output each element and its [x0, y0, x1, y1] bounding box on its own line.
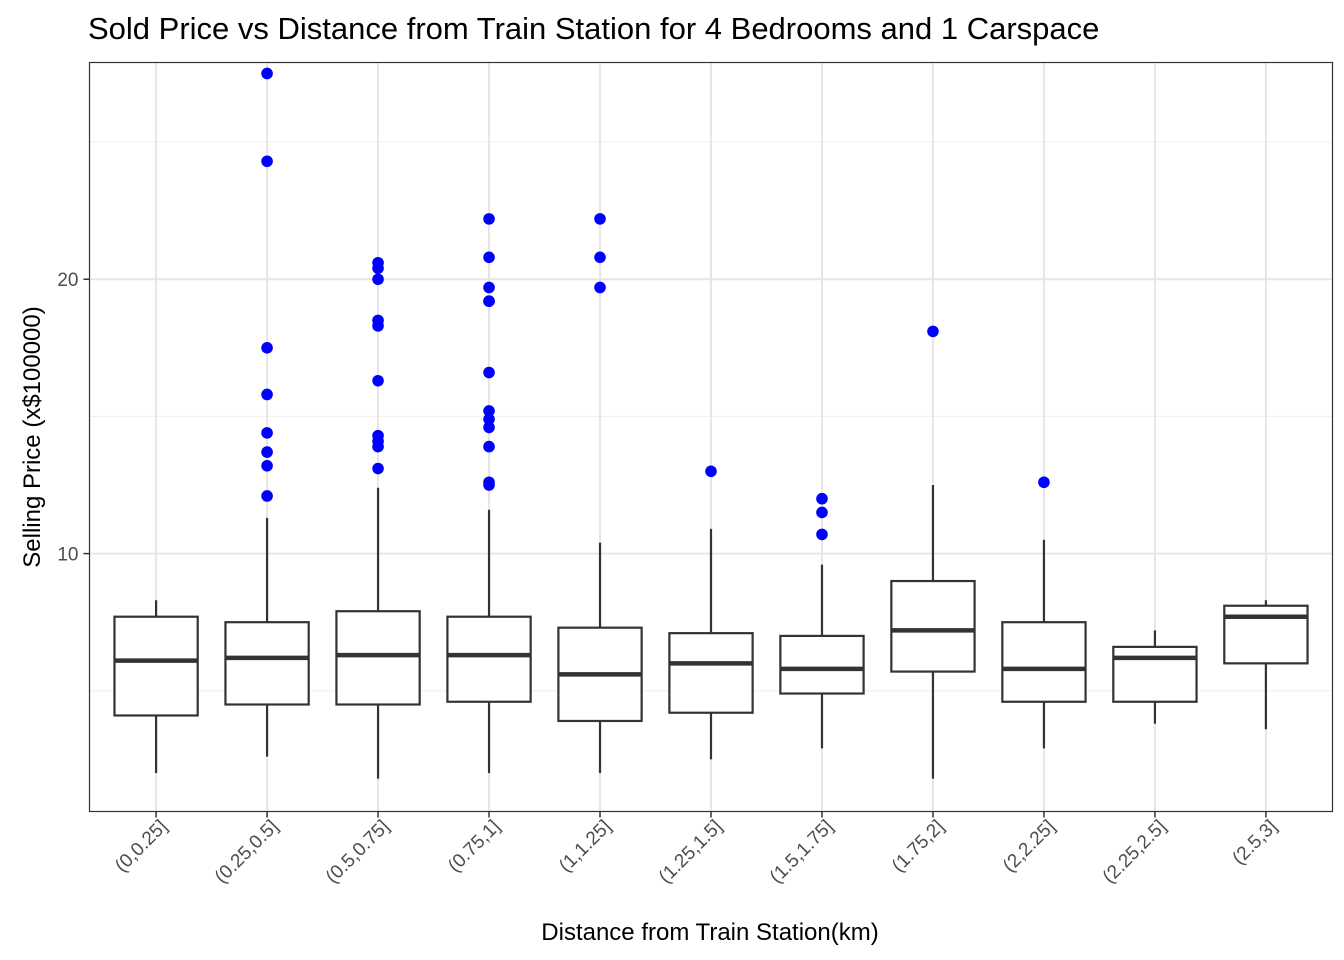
outlier-point [261, 490, 273, 502]
outlier-point [594, 281, 606, 294]
boxplot-6 [779, 492, 865, 749]
x-axis: (0,0.25] (0.25,0.5] (0.5,0.75] (0.75,1] (1,1… [111, 811, 1282, 888]
x-tick-label: (2.25,2.5] [1099, 816, 1171, 888]
x-tick-label: (1,1.25] [555, 816, 615, 876]
outlier-point [483, 366, 495, 379]
outlier-point [372, 273, 384, 286]
x-axis-title: Distance from Train Station(km) [541, 919, 878, 946]
boxplot-8 [1001, 476, 1087, 749]
outlier-point [705, 465, 717, 478]
outlier-point [372, 374, 384, 387]
outlier-point [594, 251, 606, 264]
x-tick-label: (0.25,0.5] [211, 816, 283, 888]
boxplot-2 [335, 256, 421, 779]
outlier-point [261, 388, 273, 401]
outlier-point [483, 213, 495, 225]
outlier-point [483, 281, 495, 294]
outlier-point [483, 251, 495, 264]
outlier-point [594, 213, 606, 225]
x-tick-label: (2.5,3] [1229, 816, 1282, 869]
box [113, 615, 199, 717]
box [668, 632, 754, 714]
outlier-point [483, 405, 495, 417]
outlier-point [261, 460, 273, 472]
boxplot-5 [668, 465, 754, 760]
outlier-point [483, 440, 495, 453]
y-tick-label: 20 [57, 270, 78, 291]
x-tick-label: (2,2.25] [999, 816, 1059, 876]
boxplot-0 [113, 600, 199, 774]
x-tick-label: (1.5,1.75] [766, 816, 838, 888]
outlier-point [261, 67, 273, 80]
box [224, 621, 310, 706]
outlier-point [483, 479, 495, 491]
outlier-point [816, 506, 828, 519]
box [335, 610, 421, 706]
box [446, 615, 532, 703]
x-tick-label: (0,0.25] [111, 816, 171, 876]
outlier-point [261, 342, 273, 354]
outlier-point [816, 528, 828, 541]
y-tick-label: 10 [57, 545, 78, 566]
outlier-point [372, 462, 384, 475]
boxplots [113, 67, 1309, 779]
box [890, 579, 976, 673]
box [1001, 621, 1087, 703]
boxplot-3 [446, 213, 532, 774]
boxplot-4 [557, 213, 643, 774]
boxplot-9 [1112, 630, 1198, 724]
outlier-point [483, 421, 495, 434]
box [1223, 604, 1309, 665]
outlier-point [261, 427, 273, 439]
y-axis-title: Selling Price (x$100000) [19, 306, 46, 567]
x-tick-label: (0.75,1] [444, 816, 504, 876]
outlier-point [927, 325, 939, 338]
outlier-point [261, 155, 273, 168]
outlier-point [372, 262, 384, 275]
chart-title: Sold Price vs Distance from Train Statio… [88, 11, 1099, 46]
x-tick-label: (1.75,2] [888, 816, 948, 876]
boxplot-7 [890, 325, 976, 779]
outlier-point [483, 413, 495, 425]
outlier-point [372, 320, 384, 332]
boxplot-1 [224, 67, 310, 757]
x-tick-label: (1.25,1.5] [655, 816, 727, 888]
outlier-point [372, 440, 384, 453]
outlier-point [1038, 476, 1050, 489]
boxplot-10 [1223, 600, 1309, 730]
outlier-point [816, 492, 828, 505]
box [1112, 645, 1198, 703]
outlier-point [261, 446, 273, 458]
box [779, 634, 865, 695]
outlier-point [483, 295, 495, 307]
y-axis: 10 20 [57, 270, 90, 566]
x-tick-label: (0.5,0.75] [322, 816, 394, 888]
